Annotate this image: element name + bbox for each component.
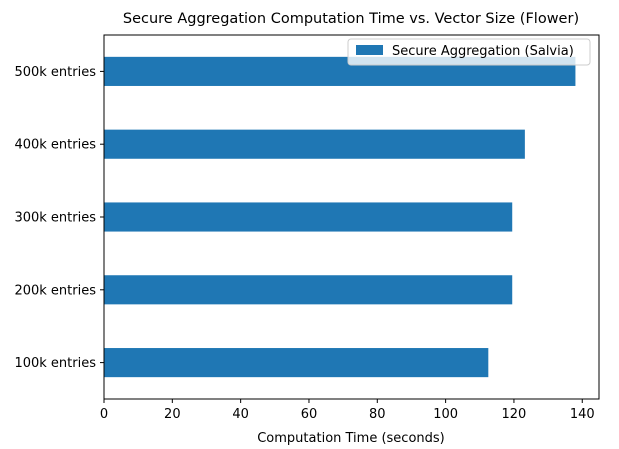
bars-group: [104, 56, 576, 378]
x-axis-label: Computation Time (seconds): [257, 431, 445, 446]
y-tick-label: 400k entries: [14, 138, 96, 153]
x-tick-label: 0: [100, 407, 108, 422]
plot-frame: [103, 34, 600, 400]
bar-400k-entries: [104, 129, 525, 159]
legend-label: Secure Aggregation (Salvia): [392, 44, 574, 59]
bar-200k-entries: [104, 275, 513, 305]
legend-box: [347, 38, 591, 66]
x-tick-label: 80: [369, 407, 386, 422]
bar-300k-entries: [104, 202, 513, 232]
chart-title: Secure Aggregation Computation Time vs. …: [123, 11, 579, 27]
legend-swatch: [356, 45, 383, 55]
y-tick-label: 500k entries: [14, 65, 96, 80]
x-tick-label: 60: [301, 407, 318, 422]
y-tick-label: 300k entries: [14, 211, 96, 226]
x-axis-ticks: 0 20 40 60 80 100 120 140: [100, 399, 595, 422]
x-tick-label: 140: [570, 407, 595, 422]
x-tick-label: 40: [232, 407, 249, 422]
y-tick-label: 200k entries: [14, 283, 96, 298]
y-tick-label: 100k entries: [14, 356, 96, 371]
x-tick-label: 100: [433, 407, 458, 422]
bar-100k-entries: [104, 348, 489, 378]
x-tick-label: 120: [502, 407, 527, 422]
legend: Secure Aggregation (Salvia): [347, 38, 591, 66]
x-tick-label: 20: [164, 407, 181, 422]
y-axis-ticks: 100k entries 200k entries 300k entries 400k…: [14, 65, 104, 371]
